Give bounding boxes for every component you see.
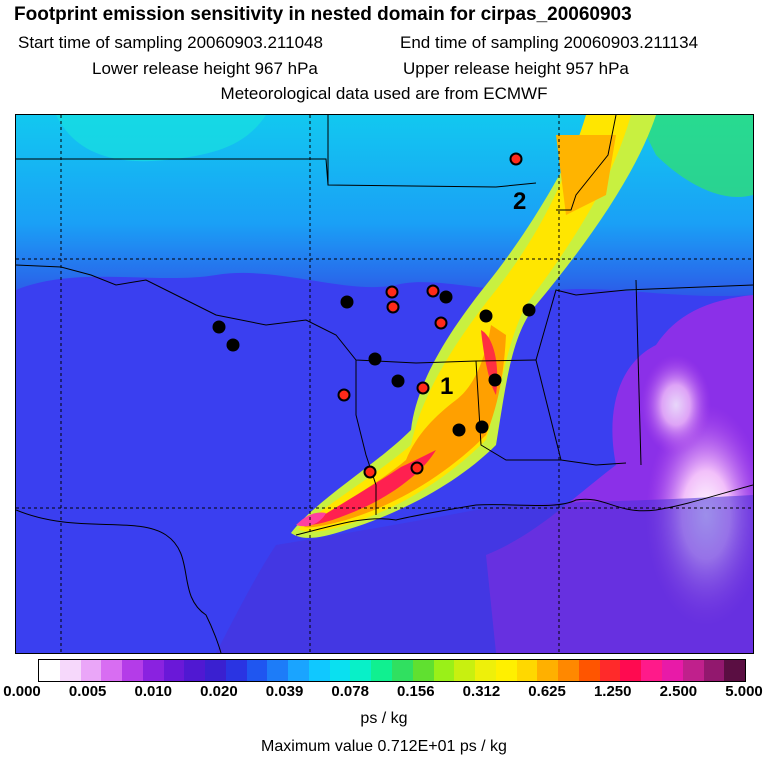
- measurement-markers: [212, 152, 536, 479]
- black-marker: [475, 420, 489, 434]
- colorbar-swatch: [433, 660, 455, 681]
- plume-core: [304, 325, 506, 528]
- colorbar-swatch: [392, 660, 413, 681]
- colorbar-tick-label: 5.000: [725, 683, 763, 700]
- colorbar-swatch: [620, 660, 642, 681]
- max-value-label: Maximum value 0.712E+01 ps / kg: [261, 738, 507, 755]
- colorbar-tick-label: 0.156: [397, 683, 435, 700]
- colorbar-tick-label: 1.250: [593, 683, 632, 700]
- colorbar-swatch: [599, 660, 621, 681]
- footprint-map: 1 2: [15, 114, 754, 654]
- map-title: Footprint emission sensitivity in nested…: [14, 4, 632, 25]
- colorbar-swatch: [350, 660, 372, 681]
- plume-peak: [308, 450, 436, 525]
- black-marker: [488, 373, 502, 387]
- colorbar-swatch: [142, 660, 164, 681]
- red-marker: [363, 465, 377, 479]
- black-marker: [522, 303, 536, 317]
- colorbar-swatch: [475, 660, 496, 681]
- red-marker: [416, 381, 430, 395]
- plume-north-core: [556, 135, 616, 215]
- black-marker: [439, 290, 453, 304]
- black-marker: [452, 423, 466, 437]
- met-data-label: Meteorological data used are from ECMWF: [220, 84, 548, 103]
- black-marker: [368, 352, 382, 366]
- colorbar-swatch: [225, 660, 247, 681]
- colorbar-swatch: [495, 660, 517, 681]
- colorbar-swatch: [703, 660, 725, 681]
- east-light-area-2: [641, 355, 711, 455]
- red-marker: [410, 461, 424, 475]
- colorbar-swatch: [39, 660, 60, 681]
- colorbar-tick-label: 0.078: [331, 683, 369, 700]
- colorbar-swatch: [308, 660, 330, 681]
- colorbar-tick-label: 0.625: [528, 683, 566, 700]
- colorbar-swatch: [184, 660, 206, 681]
- lower-release-label: Lower release height 967 hPa: [92, 59, 318, 78]
- colorbar-tick-label: 0.039: [265, 683, 304, 700]
- colorbar-swatch: [288, 660, 309, 681]
- upper-release-label: Upper release height 957 hPa: [403, 59, 629, 78]
- colorbar: [38, 659, 746, 682]
- colorbar-tick-label: 0.010: [134, 683, 173, 700]
- colorbar-unit: ps / kg: [360, 710, 408, 727]
- colorbar-swatch: [682, 660, 704, 681]
- colorbar-tick-label: 0.000: [3, 683, 41, 700]
- colorbar-swatch: [537, 660, 559, 681]
- colorbar-tick-label: 2.500: [659, 683, 698, 700]
- colorbar-tick-label: 0.312: [462, 683, 501, 700]
- colorbar-swatch: [412, 660, 434, 681]
- plume-mid: [298, 115, 631, 532]
- north-teal-patch: [56, 115, 266, 162]
- black-marker: [226, 338, 240, 352]
- red-marker: [509, 152, 523, 166]
- borders: [16, 115, 753, 653]
- colorbar-swatch: [454, 660, 476, 681]
- gulf-field: [216, 495, 753, 653]
- black-marker: [479, 309, 493, 323]
- colorbar-swatch: [516, 660, 538, 681]
- red-marker: [426, 284, 440, 298]
- end-time-label: End time of sampling 20060903.211134: [400, 33, 699, 52]
- colorbar-swatch: [661, 660, 683, 681]
- red-marker: [386, 300, 400, 314]
- region-label-1: 1: [440, 373, 453, 400]
- red-marker: [434, 316, 448, 330]
- colorbar-swatch: [205, 660, 226, 681]
- colorbar-swatch: [578, 660, 600, 681]
- lat-lon-grid: [16, 115, 753, 653]
- colorbar-swatch: [267, 660, 289, 681]
- colorbar-swatch: [163, 660, 185, 681]
- colorbar-swatch: [724, 660, 746, 681]
- colorbar-swatch: [558, 660, 579, 681]
- red-marker: [385, 285, 399, 299]
- colorbar-tick-label: 0.005: [68, 683, 107, 700]
- colorbar-swatch: [641, 660, 662, 681]
- colorbar-swatch: [246, 660, 268, 681]
- red-marker: [337, 388, 351, 402]
- black-marker: [212, 320, 226, 334]
- colorbar-swatch: [329, 660, 351, 681]
- colorbar-swatch: [101, 660, 123, 681]
- map-svg: 1 2: [16, 115, 753, 653]
- start-time-label: Start time of sampling 20060903.211048: [18, 33, 323, 52]
- plume-max: [296, 512, 326, 527]
- black-marker: [340, 295, 354, 309]
- colorbar-swatch: [80, 660, 102, 681]
- colorbar-tick-label: 0.020: [200, 683, 238, 700]
- colorbar-swatch: [371, 660, 393, 681]
- north-green-patch: [636, 115, 753, 197]
- black-marker: [391, 374, 405, 388]
- region-label-2: 2: [513, 188, 526, 215]
- colorbar-swatch: [122, 660, 143, 681]
- colorbar-swatch: [59, 660, 81, 681]
